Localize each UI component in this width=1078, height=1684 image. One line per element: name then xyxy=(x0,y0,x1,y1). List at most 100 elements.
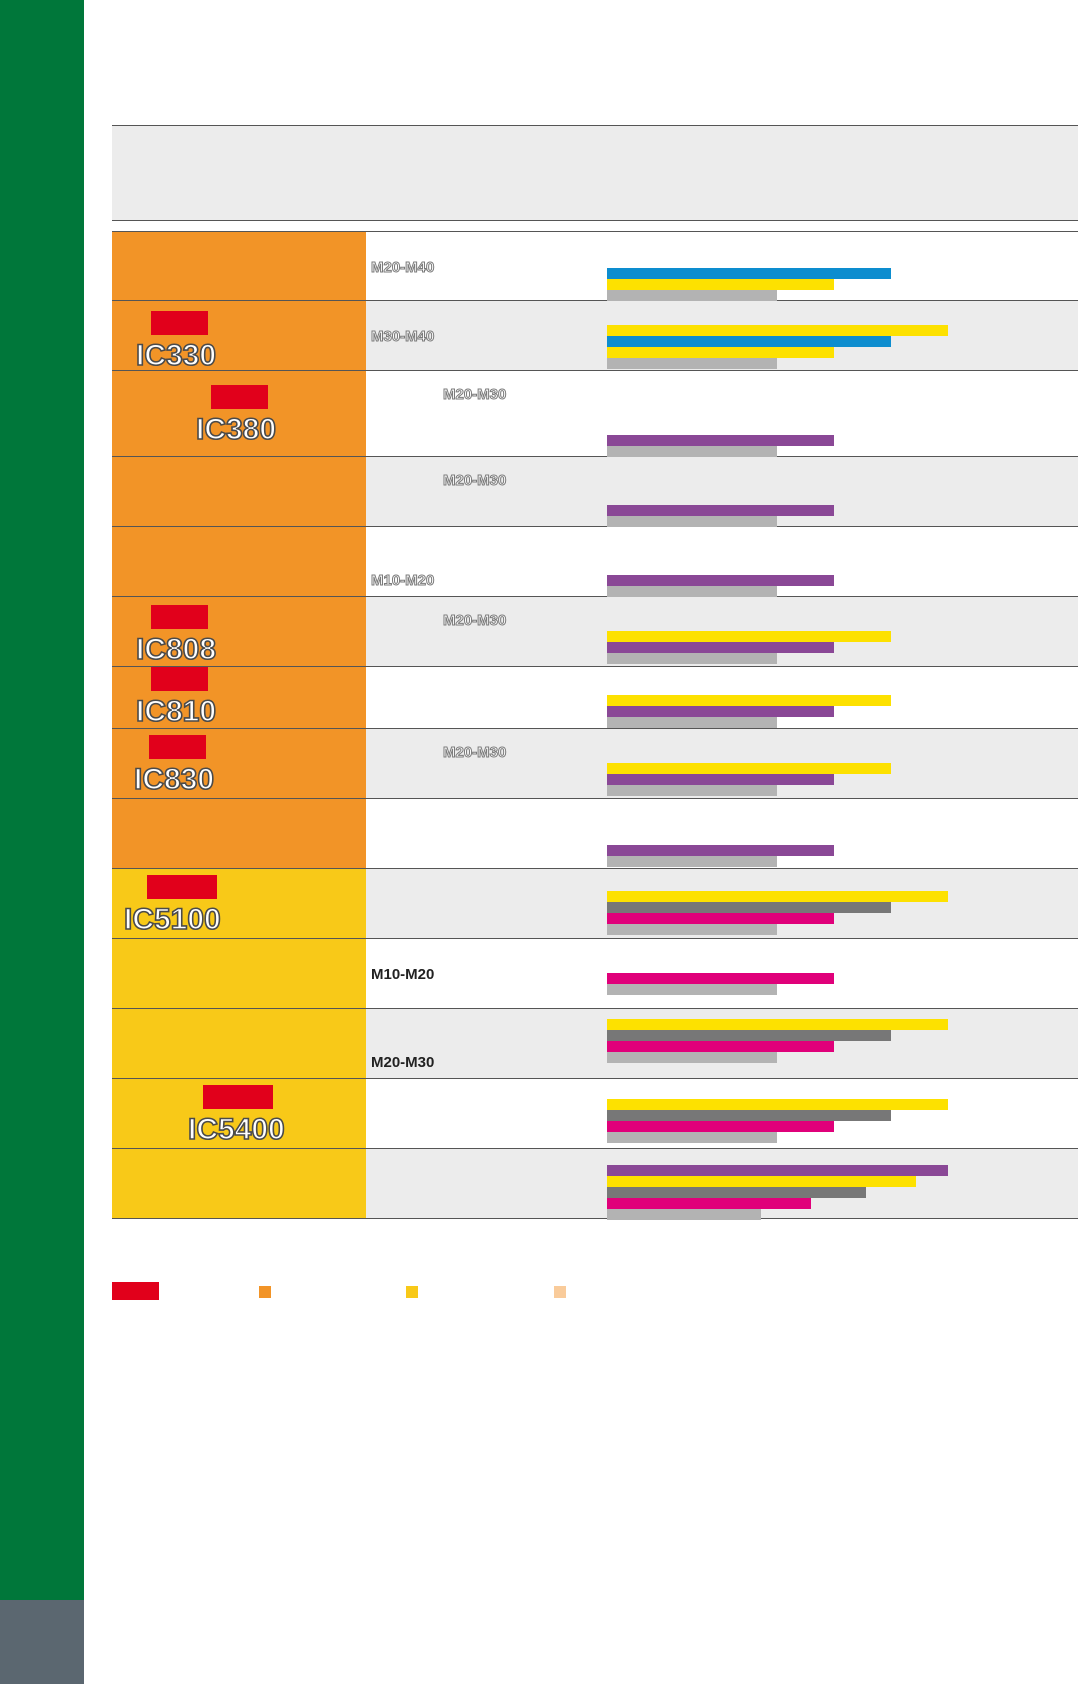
iso-range-label: M20-M30 xyxy=(442,472,507,489)
legend-swatch xyxy=(259,1286,271,1298)
performance-bar-dark-gray xyxy=(607,1110,891,1121)
grade-info-cell: M10-M20 xyxy=(366,527,1078,597)
performance-bars xyxy=(607,729,1027,798)
performance-bar-purple xyxy=(607,774,834,785)
new-grade-badge xyxy=(211,385,268,409)
grade-cell xyxy=(112,799,366,868)
performance-bar-gray xyxy=(607,653,777,664)
performance-bar-gray xyxy=(607,717,777,728)
grade-info-cell: M20-M30 xyxy=(366,371,1078,457)
performance-bar-gray xyxy=(607,924,777,935)
new-grade-badge xyxy=(149,735,206,759)
grade-name: IC830 xyxy=(133,763,215,796)
grade-info-cell xyxy=(366,1079,1078,1148)
performance-bar-gray xyxy=(607,984,777,995)
iso-range-label: M20-M40 xyxy=(370,259,435,276)
table-row: M20-M40 xyxy=(112,231,1078,301)
performance-bar-magenta xyxy=(607,1041,834,1052)
performance-bar-yellow xyxy=(607,347,834,358)
grade-info-cell: M20-M30 xyxy=(366,457,1078,527)
performance-bar-magenta xyxy=(607,1198,811,1209)
grade-cell xyxy=(112,1009,366,1078)
legend-swatch xyxy=(406,1286,418,1298)
performance-bar-gray xyxy=(607,1132,777,1143)
table-row: IC808 M20-M30 xyxy=(112,597,1078,667)
sidebar-strip xyxy=(0,0,84,1600)
grade-info-cell: M20-M30 xyxy=(366,729,1078,798)
performance-bar-purple xyxy=(607,642,834,653)
performance-bar-dark-gray xyxy=(607,1030,891,1041)
performance-bar-yellow xyxy=(607,763,891,774)
table-row: M20-M30 xyxy=(112,1009,1078,1079)
table-header xyxy=(112,125,1078,221)
performance-bar-yellow xyxy=(607,279,834,290)
performance-bar-gray xyxy=(607,1209,761,1220)
performance-bar-purple xyxy=(607,505,834,516)
table-row xyxy=(112,799,1078,869)
performance-bar-purple xyxy=(607,435,834,446)
grade-cell xyxy=(112,939,366,1008)
table-row: M10-M20 xyxy=(112,939,1078,1009)
performance-bar-magenta xyxy=(607,973,834,984)
performance-bar-magenta xyxy=(607,1121,834,1132)
grade-cell xyxy=(112,457,366,526)
performance-bars xyxy=(607,371,1027,457)
performance-bar-dark-gray xyxy=(607,902,891,913)
performance-bar-purple xyxy=(607,1165,948,1176)
new-grade-badge xyxy=(203,1085,273,1109)
grade-cell: IC5100 xyxy=(112,869,366,938)
performance-bar-yellow xyxy=(607,325,948,336)
performance-bar-blue xyxy=(607,268,891,279)
performance-bar-purple xyxy=(607,845,834,856)
performance-bars xyxy=(607,939,1027,1008)
legend-new-badge xyxy=(112,1282,159,1300)
new-grade-badge xyxy=(147,875,217,899)
performance-bar-yellow xyxy=(607,695,891,706)
grade-cell: IC810 xyxy=(112,667,366,728)
performance-bar-magenta xyxy=(607,913,834,924)
performance-bars xyxy=(607,527,1027,597)
performance-bar-yellow xyxy=(607,1019,948,1030)
grade-cell: IC380 xyxy=(112,371,366,456)
iso-range-label: M20-M30 xyxy=(442,744,507,761)
table-row: M10-M20 xyxy=(112,527,1078,597)
performance-bar-gray xyxy=(607,586,777,597)
grade-name: IC330 xyxy=(135,339,217,372)
performance-bars xyxy=(607,667,1027,728)
performance-bar-gray xyxy=(607,516,777,527)
table-row: IC5100 xyxy=(112,869,1078,939)
performance-bars xyxy=(607,799,1027,868)
page-number-block xyxy=(0,1600,84,1684)
table-row: M20-M30 xyxy=(112,457,1078,527)
grade-info-cell: M30-M40 xyxy=(366,301,1078,370)
grade-name: IC380 xyxy=(195,413,277,446)
iso-range-label: M30-M40 xyxy=(370,328,435,345)
grade-info-cell xyxy=(366,667,1078,728)
table-row: IC330 M30-M40 xyxy=(112,301,1078,371)
grade-cell: IC330 xyxy=(112,301,366,372)
iso-range-label: M20-M30 xyxy=(371,1054,435,1071)
performance-bar-purple xyxy=(607,575,834,586)
performance-bars xyxy=(607,869,1027,938)
performance-bar-gray xyxy=(607,1052,777,1063)
performance-bars xyxy=(607,301,1027,370)
grade-name: IC808 xyxy=(135,633,217,666)
iso-range-label: M20-M30 xyxy=(442,612,507,629)
grade-cell xyxy=(112,232,366,300)
grade-info-cell xyxy=(366,799,1078,868)
iso-range-label: M10-M20 xyxy=(371,966,435,983)
performance-bar-gray xyxy=(607,290,777,301)
table-row xyxy=(112,1149,1078,1220)
iso-range-label: M10-M20 xyxy=(370,572,435,589)
grade-info-cell: M20-M30 xyxy=(366,597,1078,666)
grade-name: IC810 xyxy=(135,695,217,728)
grade-info-cell xyxy=(366,1149,1078,1220)
performance-bars xyxy=(607,597,1027,666)
grade-cell xyxy=(112,527,366,596)
grade-info-cell: M10-M20 xyxy=(366,939,1078,1008)
grade-info-cell: M20-M30 xyxy=(366,1009,1078,1078)
new-grade-badge xyxy=(151,605,208,629)
grade-cell: IC830 xyxy=(112,729,366,798)
performance-bar-yellow xyxy=(607,631,891,642)
performance-bars xyxy=(607,1079,1027,1148)
